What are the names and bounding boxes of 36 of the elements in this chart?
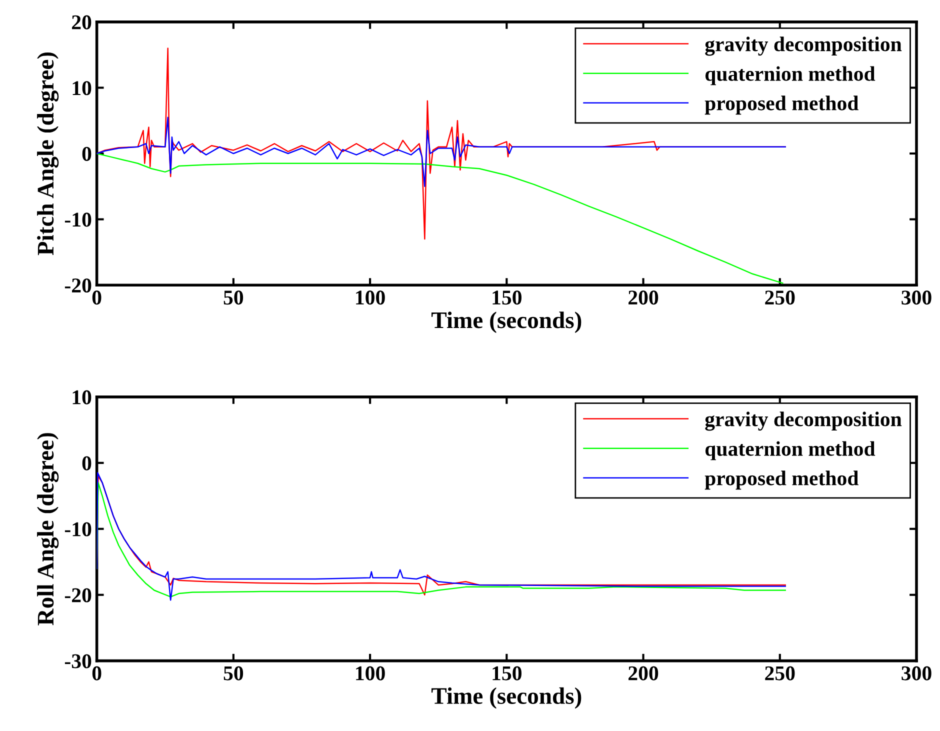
x-tick-label: 150 — [492, 666, 522, 680]
y-tick-label: -30 — [64, 654, 92, 668]
x-tick-label: 300 — [902, 290, 932, 305]
y-tick-label: -20 — [64, 278, 92, 293]
legend-label: gravity decomposition — [705, 36, 902, 56]
x-tick-label: 50 — [224, 290, 244, 305]
x-tick-label: 300 — [902, 666, 932, 680]
legend-label: proposed method — [704, 470, 859, 490]
y-tick-label: -10 — [64, 212, 92, 227]
y-tick-label: -10 — [64, 522, 92, 536]
line-series — [96, 116, 786, 188]
legend-label: proposed method — [704, 96, 859, 115]
x-tick-label: 200 — [628, 290, 658, 305]
y-tick-label: -20 — [64, 588, 92, 602]
x-tick-label: 250 — [765, 290, 795, 305]
x-axis-title: Time (seconds) — [431, 687, 582, 709]
x-tick-label: 0 — [92, 666, 102, 680]
x-tick-label: 200 — [628, 666, 658, 680]
y-tick-label: 20 — [72, 15, 92, 30]
legend-label: quaternion method — [705, 441, 876, 460]
x-axis-title: Time (seconds) — [431, 312, 582, 334]
x-tick-label: 100 — [356, 290, 385, 305]
x-tick-label: 50 — [224, 666, 244, 680]
y-tick-label: 0 — [82, 456, 92, 470]
legend-label: gravity decomposition — [705, 412, 902, 431]
y-axis-title: Pitch Angle (degree) — [37, 52, 59, 256]
x-tick-label: 250 — [765, 666, 795, 680]
x-tick-label: 100 — [356, 666, 385, 680]
y-axis-title: Roll Angle (degree) — [37, 433, 59, 626]
y-tick-label: 0 — [82, 146, 92, 161]
legend-label: quaternion method — [705, 66, 876, 86]
x-tick-label: 0 — [92, 290, 102, 305]
y-tick-label: 10 — [72, 390, 92, 404]
y-tick-label: 10 — [72, 81, 92, 96]
x-tick-label: 150 — [492, 290, 522, 305]
line-series — [96, 152, 784, 284]
